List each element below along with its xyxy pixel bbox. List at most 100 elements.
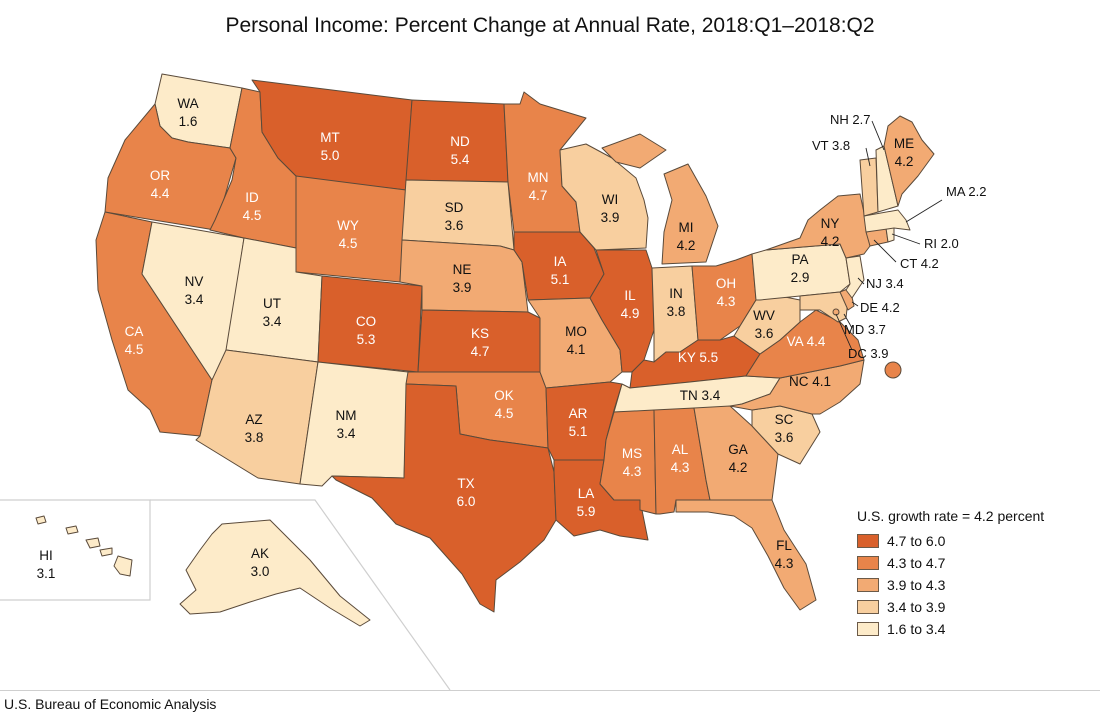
label-vt: VT 3.8: [812, 138, 850, 153]
label-az: AZ 3.8: [245, 412, 264, 445]
state-nj[interactable]: [845, 255, 865, 299]
label-sd: SD 3.6: [445, 200, 464, 233]
legend-swatch: [857, 622, 879, 636]
state-abbr: NH: [830, 112, 852, 127]
state-ga[interactable]: [693, 405, 779, 501]
state-value: 2.9: [791, 270, 810, 285]
state-abbr: WV: [753, 308, 775, 323]
state-ri[interactable]: [885, 227, 895, 243]
state-abbr: NE: [453, 262, 472, 277]
label-nd: ND 5.4: [450, 134, 470, 167]
label-ct: CT 4.2: [900, 256, 939, 271]
label-ms: MS 4.3: [622, 446, 642, 479]
state-value: 3.9: [453, 280, 472, 295]
state-value: 3.4: [263, 314, 282, 329]
state-abbr: IL: [624, 288, 636, 303]
state-abbr: MA: [946, 184, 968, 199]
label-ok: OK 4.5: [494, 388, 514, 421]
state-wv[interactable]: [733, 289, 801, 355]
state-abbr: CA: [125, 324, 144, 339]
legend-label: 3.4 to 3.9: [887, 599, 946, 615]
state-abbr: MI: [679, 220, 694, 235]
island-bermuda: [884, 361, 902, 379]
state-il[interactable]: [589, 249, 655, 373]
state-abbr: HI: [39, 548, 53, 563]
label-co: CO 5.3: [356, 314, 376, 347]
state-value: 4.5: [495, 406, 514, 421]
state-fl[interactable]: [675, 499, 817, 611]
label-wy: WY 4.5: [337, 218, 359, 251]
label-ar: AR 5.1: [569, 406, 588, 439]
state-abbr: OK: [494, 388, 514, 403]
state-abbr: FL: [776, 538, 792, 553]
state-value: 5.1: [569, 424, 588, 439]
label-tn: TN 3.4: [680, 388, 721, 403]
state-value: 4.3: [671, 460, 690, 475]
label-la: LA 5.9: [577, 486, 596, 519]
label-tx: TX 6.0: [457, 476, 476, 509]
state-abbr: AR: [569, 406, 588, 421]
legend-item: 1.6 to 3.4: [857, 618, 1087, 640]
state-abbr: TX: [457, 476, 474, 491]
state-wi[interactable]: [559, 143, 649, 251]
state-hi[interactable]: [35, 515, 133, 577]
state-me[interactable]: [883, 115, 935, 207]
state-ma[interactable]: [863, 209, 911, 233]
state-sd[interactable]: [401, 179, 515, 251]
state-abbr: SC: [775, 412, 794, 427]
state-abbr: ND: [450, 134, 470, 149]
state-value: 3.1: [37, 566, 56, 581]
state-abbr: OR: [150, 168, 171, 183]
state-value: 4.3: [623, 464, 642, 479]
label-ut: UT 3.4: [263, 296, 282, 329]
label-ca: CA 4.5: [125, 324, 144, 357]
legend-label: 3.9 to 4.3: [887, 577, 946, 593]
state-abbr: SD: [445, 200, 464, 215]
legend-item: 4.7 to 6.0: [857, 530, 1087, 552]
state-value: 4.4: [807, 334, 826, 349]
state-nm[interactable]: [299, 361, 409, 487]
label-ne: NE 3.9: [453, 262, 472, 295]
label-id: ID 4.5: [243, 190, 262, 223]
state-abbr: DE: [860, 300, 882, 315]
footer-divider: [0, 690, 1100, 691]
state-abbr: ID: [245, 190, 259, 205]
state-tx[interactable]: [331, 383, 557, 613]
state-value: 3.4: [886, 276, 904, 291]
state-value: 6.0: [457, 494, 476, 509]
label-il: IL 4.9: [621, 288, 640, 321]
label-pa: PA 2.9: [791, 252, 810, 285]
state-value: 3.8: [245, 430, 264, 445]
legend-item: 3.4 to 3.9: [857, 596, 1087, 618]
label-mo: MO 4.1: [565, 324, 587, 357]
state-value: 4.9: [621, 306, 640, 321]
state-abbr: IA: [554, 254, 567, 269]
state-value: 5.4: [451, 152, 470, 167]
state-abbr: MS: [622, 446, 642, 461]
inset-frame-ak: [150, 499, 451, 690]
state-value: 5.1: [551, 272, 570, 287]
state-value: 4.4: [151, 186, 170, 201]
state-value: 3.9: [601, 210, 620, 225]
label-nj: NJ 3.4: [866, 276, 904, 291]
state-abbr: VT: [812, 138, 832, 153]
legend-label: 1.6 to 3.4: [887, 621, 946, 637]
state-value: 3.6: [775, 430, 794, 445]
state-abbr: WY: [337, 218, 359, 233]
legend-label: 4.3 to 4.7: [887, 555, 946, 571]
callout-labels: NH 2.7 VT 3.8 MA 2.2 RI 2.0 CT 4.2 NJ 3.…: [812, 112, 986, 361]
label-in: IN 3.8: [667, 286, 686, 319]
us-choropleth-map: WA 1.6 OR 4.4 CA 4.5 NV 3.4 ID 4.5 MT 5.0 WY 4.…: [0, 73, 986, 690]
label-oh: OH 4.3: [716, 276, 736, 309]
state-ks[interactable]: [417, 309, 541, 373]
state-abbr: NY: [821, 216, 840, 231]
label-md: MD 3.7: [844, 322, 886, 337]
state-ak[interactable]: [179, 519, 371, 627]
state-abbr: NV: [185, 274, 204, 289]
label-or: OR 4.4: [150, 168, 171, 201]
state-abbr: MT: [320, 130, 340, 145]
label-wv: WV 3.6: [753, 308, 775, 341]
state-mi[interactable]: [601, 133, 719, 265]
label-wa: WA 1.6: [177, 96, 198, 129]
